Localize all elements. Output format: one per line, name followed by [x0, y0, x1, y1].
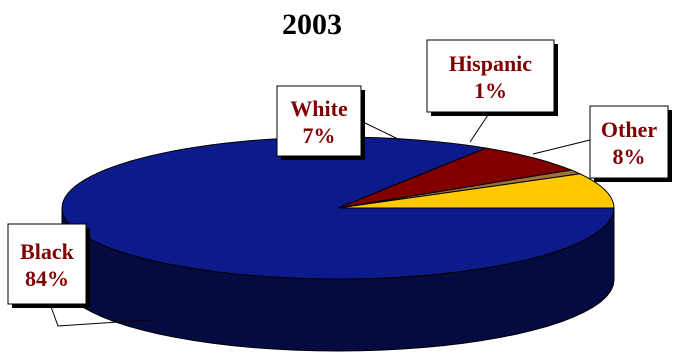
- slice-value-hispanic: 1%: [474, 78, 507, 103]
- leader-line-white: [360, 120, 401, 141]
- leader-line-other: [532, 139, 591, 155]
- pie-slices: [61, 136, 615, 280]
- slice-label-other: Other: [601, 117, 657, 142]
- slice-value-other: 8%: [613, 144, 646, 169]
- chart-title: 2003: [282, 8, 342, 41]
- slice-black: [61, 136, 615, 280]
- slice-value-white: 7%: [303, 123, 336, 148]
- label-box-hispanic: [426, 39, 555, 113]
- slice-value-black: 84%: [25, 266, 69, 291]
- leader-line-black: [49, 303, 151, 327]
- label-box-other: [589, 105, 669, 179]
- slice-label-hispanic: Hispanic: [449, 51, 532, 76]
- leader-line-hispanic: [469, 111, 491, 143]
- slice-other: [337, 173, 615, 209]
- label-box-white: [276, 85, 362, 157]
- label-box-black: [7, 223, 87, 305]
- slice-white: [337, 147, 573, 209]
- slice-label-white: White: [290, 96, 348, 121]
- slice-label-black: Black: [20, 239, 75, 264]
